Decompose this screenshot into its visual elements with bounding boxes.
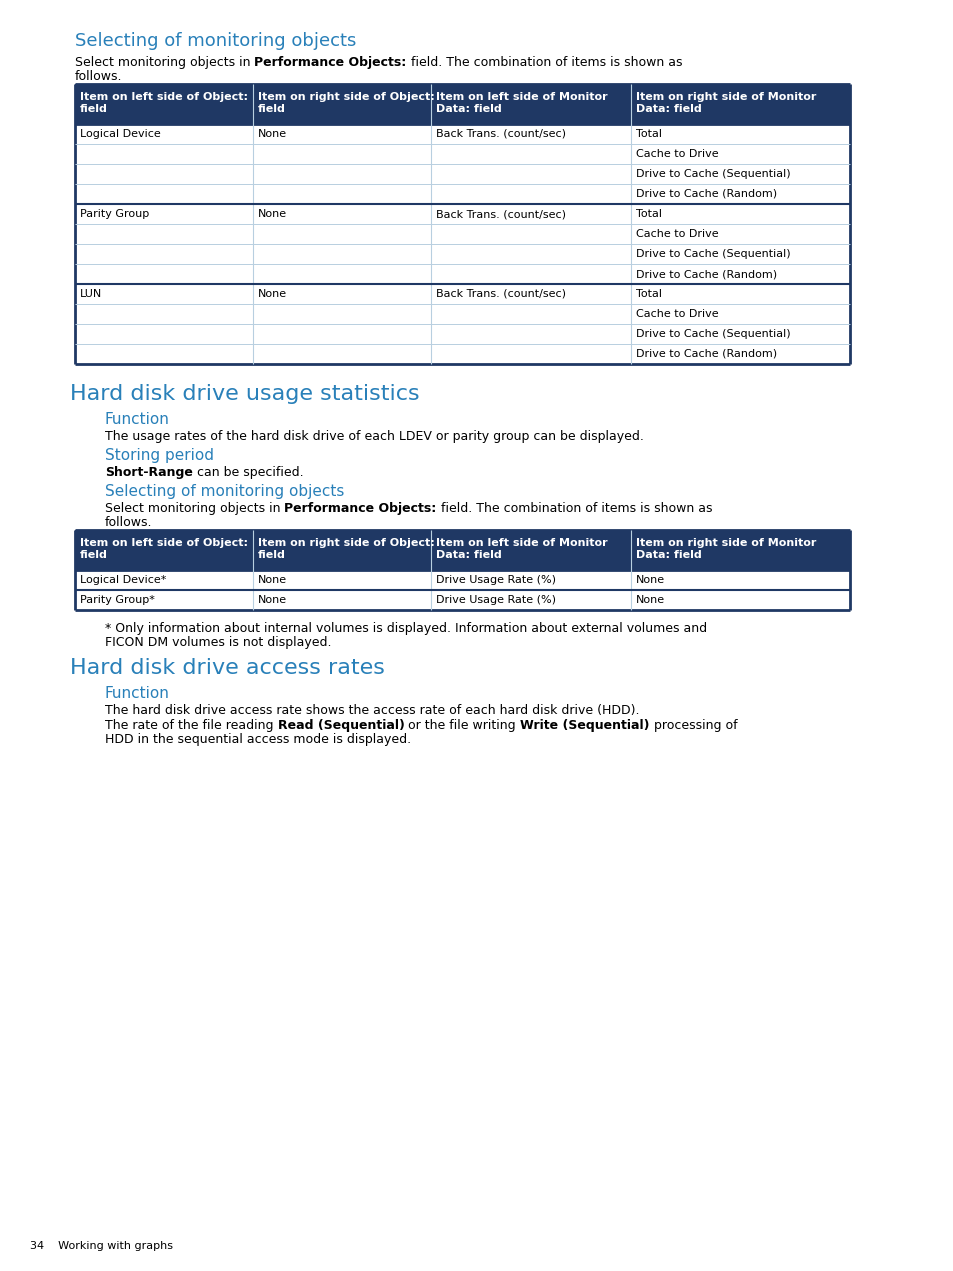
Text: Selecting of monitoring objects: Selecting of monitoring objects: [75, 32, 356, 50]
Text: HDD in the sequential access mode is displayed.: HDD in the sequential access mode is dis…: [105, 733, 411, 746]
Text: * Only information about internal volumes is displayed. Information about extern: * Only information about internal volume…: [105, 622, 706, 636]
Text: processing of: processing of: [649, 719, 737, 732]
Text: None: None: [636, 595, 664, 605]
Text: None: None: [257, 208, 287, 219]
Text: Total: Total: [636, 128, 661, 139]
Text: Item on left side of Monitor: Item on left side of Monitor: [436, 538, 607, 548]
Text: Drive to Cache (Sequential): Drive to Cache (Sequential): [636, 169, 790, 179]
Text: Data: field: Data: field: [636, 550, 701, 561]
Text: Performance Objects:: Performance Objects:: [284, 502, 436, 515]
Text: 34    Working with graphs: 34 Working with graphs: [30, 1240, 172, 1251]
Text: field: field: [257, 550, 286, 561]
Bar: [75, 530, 849, 569]
Text: Back Trans. (count/sec): Back Trans. (count/sec): [436, 128, 565, 139]
Text: Cache to Drive: Cache to Drive: [636, 309, 718, 319]
Text: Back Trans. (count/sec): Back Trans. (count/sec): [436, 208, 565, 219]
Text: Total: Total: [636, 208, 661, 219]
Text: field: field: [80, 104, 108, 114]
Text: Drive to Cache (Random): Drive to Cache (Random): [636, 350, 777, 358]
Text: Item on left side of Monitor: Item on left side of Monitor: [436, 92, 607, 102]
Text: Item on right side of Monitor: Item on right side of Monitor: [636, 92, 816, 102]
Text: or the file writing: or the file writing: [404, 719, 519, 732]
Text: Drive to Cache (Sequential): Drive to Cache (Sequential): [636, 249, 790, 259]
Text: Drive to Cache (Random): Drive to Cache (Random): [636, 269, 777, 280]
Text: Select monitoring objects in: Select monitoring objects in: [105, 502, 284, 515]
Text: Back Trans. (count/sec): Back Trans. (count/sec): [436, 289, 565, 299]
Text: follows.: follows.: [105, 516, 152, 529]
Text: The usage rates of the hard disk drive of each LDEV or parity group can be displ: The usage rates of the hard disk drive o…: [105, 430, 643, 444]
Text: Logical Device*: Logical Device*: [80, 574, 166, 585]
Text: Cache to Drive: Cache to Drive: [636, 229, 718, 239]
Text: None: None: [257, 128, 287, 139]
Text: Data: field: Data: field: [436, 550, 501, 561]
Text: Short-Range: Short-Range: [105, 466, 193, 479]
Text: Function: Function: [105, 412, 170, 427]
Text: field. The combination of items is shown as: field. The combination of items is shown…: [436, 502, 712, 515]
Text: Performance Objects:: Performance Objects:: [254, 56, 406, 69]
Text: Item on left side of Object:: Item on left side of Object:: [80, 92, 248, 102]
Text: field: field: [80, 550, 108, 561]
Text: Storing period: Storing period: [105, 447, 213, 463]
Text: Drive Usage Rate (%): Drive Usage Rate (%): [436, 595, 556, 605]
Text: Write (Sequential): Write (Sequential): [519, 719, 649, 732]
Text: Drive to Cache (Sequential): Drive to Cache (Sequential): [636, 329, 790, 339]
Text: Hard disk drive usage statistics: Hard disk drive usage statistics: [70, 384, 419, 404]
Text: Parity Group*: Parity Group*: [80, 595, 154, 605]
Text: Cache to Drive: Cache to Drive: [636, 149, 718, 159]
Text: None: None: [636, 574, 664, 585]
Text: can be specified.: can be specified.: [193, 466, 303, 479]
Text: Function: Function: [105, 686, 170, 702]
Text: Hard disk drive access rates: Hard disk drive access rates: [70, 658, 384, 677]
Text: Selecting of monitoring objects: Selecting of monitoring objects: [105, 484, 344, 500]
Text: None: None: [257, 289, 287, 299]
Text: Drive Usage Rate (%): Drive Usage Rate (%): [436, 574, 556, 585]
Text: LUN: LUN: [80, 289, 102, 299]
Text: Select monitoring objects in: Select monitoring objects in: [75, 56, 254, 69]
Text: None: None: [257, 595, 287, 605]
Text: Drive to Cache (Random): Drive to Cache (Random): [636, 189, 777, 200]
Text: Logical Device: Logical Device: [80, 128, 161, 139]
Text: field: field: [257, 104, 286, 114]
Bar: [75, 530, 849, 610]
Bar: [75, 84, 849, 125]
Text: Item on left side of Object:: Item on left side of Object:: [80, 538, 248, 548]
Text: The rate of the file reading: The rate of the file reading: [105, 719, 277, 732]
Bar: [75, 84, 849, 364]
Text: Item on right side of Object:: Item on right side of Object:: [257, 538, 435, 548]
Text: Data: field: Data: field: [436, 104, 501, 114]
Text: Parity Group: Parity Group: [80, 208, 149, 219]
Text: field. The combination of items is shown as: field. The combination of items is shown…: [406, 56, 681, 69]
Text: The hard disk drive access rate shows the access rate of each hard disk drive (H: The hard disk drive access rate shows th…: [105, 704, 639, 717]
Text: Data: field: Data: field: [636, 104, 701, 114]
Text: follows.: follows.: [75, 70, 122, 83]
Text: Item on right side of Object:: Item on right side of Object:: [257, 92, 435, 102]
Text: Read (Sequential): Read (Sequential): [277, 719, 404, 732]
Text: Item on right side of Monitor: Item on right side of Monitor: [636, 538, 816, 548]
Text: None: None: [257, 574, 287, 585]
Text: Total: Total: [636, 289, 661, 299]
Text: FICON DM volumes is not displayed.: FICON DM volumes is not displayed.: [105, 636, 331, 649]
